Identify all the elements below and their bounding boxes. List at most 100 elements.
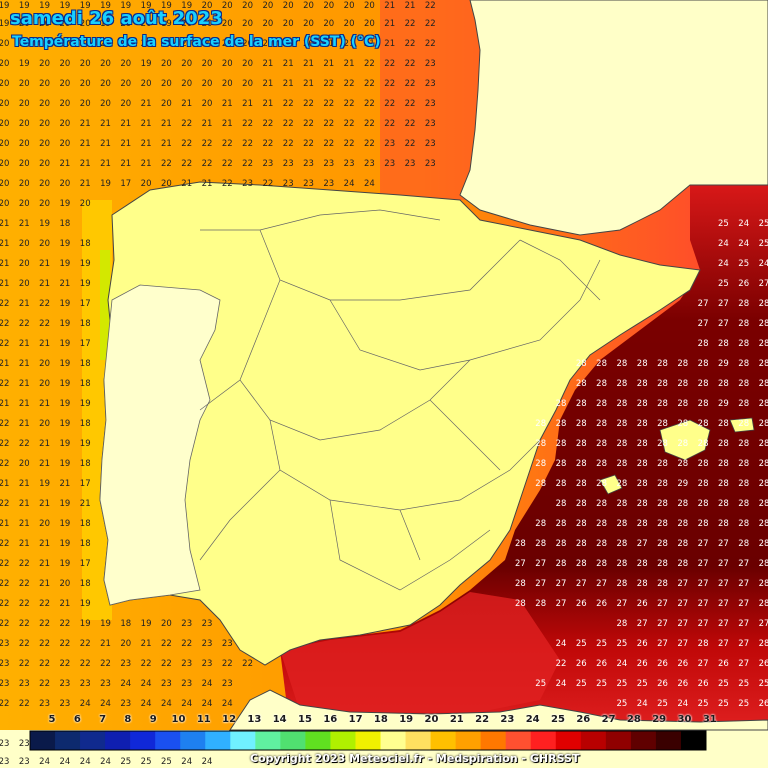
sst-value-med: 28 xyxy=(596,359,607,369)
sst-value-med: 27 xyxy=(698,619,709,629)
sst-value: 24 xyxy=(100,699,111,709)
sst-value: 23 xyxy=(0,659,9,669)
sst-value-med: 28 xyxy=(616,359,627,369)
sst-value: 24 xyxy=(141,679,152,689)
sst-value: 20 xyxy=(262,19,273,29)
legend-swatch xyxy=(580,731,607,750)
sst-value: 17 xyxy=(80,479,91,489)
sst-value-med: 27 xyxy=(637,539,648,549)
sst-value: 21 xyxy=(0,239,9,249)
sst-value: 20 xyxy=(19,259,30,269)
sst-value: 22 xyxy=(344,79,355,89)
sst-value: 22 xyxy=(364,99,375,109)
sst-value-med: 28 xyxy=(657,539,668,549)
sst-value: 19 xyxy=(0,1,9,11)
sst-value: 22 xyxy=(0,379,9,389)
legend-color-bar xyxy=(29,730,707,751)
sst-value-med: 27 xyxy=(738,579,749,589)
sst-value: 22 xyxy=(262,179,273,189)
sst-value: 22 xyxy=(0,339,9,349)
sst-value-med: 28 xyxy=(738,479,749,489)
sst-value-med: 28 xyxy=(718,339,729,349)
sst-value: 21 xyxy=(80,119,91,129)
sst-value: 22 xyxy=(80,659,91,669)
legend-swatch xyxy=(105,731,131,750)
sst-value-med: 28 xyxy=(657,379,668,389)
sst-value: 20 xyxy=(120,79,131,89)
sst-value: 21 xyxy=(19,499,30,509)
sst-value: 21 xyxy=(39,559,50,569)
legend-frame xyxy=(29,730,707,751)
sst-value: 24 xyxy=(120,679,131,689)
sst-value: 22 xyxy=(344,99,355,109)
sst-value: 21 xyxy=(141,159,152,169)
sst-value: 20 xyxy=(39,79,50,89)
sst-value: 20 xyxy=(120,39,131,49)
sst-value: 20 xyxy=(161,99,172,109)
sst-value-med: 28 xyxy=(677,519,688,529)
sst-value-med: 26 xyxy=(759,699,768,709)
sst-value: 21 xyxy=(323,59,334,69)
sst-value: 21 xyxy=(39,339,50,349)
sst-value: 20 xyxy=(80,39,91,49)
sst-value-med: 28 xyxy=(556,479,567,489)
sst-value: 19 xyxy=(59,319,70,329)
sst-value: 20 xyxy=(262,1,273,11)
sst-value: 21 xyxy=(59,279,70,289)
legend-label: 17 xyxy=(348,714,363,725)
sst-value-med: 28 xyxy=(759,499,768,509)
sst-value-med: 28 xyxy=(515,539,526,549)
sst-value-med: 28 xyxy=(616,619,627,629)
sst-value-med: 25 xyxy=(718,219,729,229)
sst-value: 20 xyxy=(19,139,30,149)
sst-value-med: 28 xyxy=(677,399,688,409)
sst-value: 22 xyxy=(39,639,50,649)
sst-value-med: 28 xyxy=(596,479,607,489)
sst-value-med: 24 xyxy=(718,239,729,249)
sst-value: 23 xyxy=(202,659,213,669)
sst-value: 21 xyxy=(80,139,91,149)
sst-value: 20 xyxy=(80,19,91,29)
sst-value-med: 28 xyxy=(576,559,587,569)
sst-value: 21 xyxy=(161,139,172,149)
sst-value-med: 25 xyxy=(718,279,729,289)
sst-value: 18 xyxy=(80,519,91,529)
sst-value: 20 xyxy=(283,19,294,29)
sst-value: 24 xyxy=(181,699,192,709)
sst-value: 18 xyxy=(80,379,91,389)
sst-value: 23 xyxy=(120,699,131,709)
sst-value: 20 xyxy=(0,179,9,189)
legend-swatch xyxy=(630,731,657,750)
sst-value-med: 28 xyxy=(738,439,749,449)
sst-value: 22 xyxy=(161,159,172,169)
sst-value: 22 xyxy=(0,459,9,469)
sst-value: 20 xyxy=(39,39,50,49)
sst-value-med: 28 xyxy=(718,499,729,509)
legend-swatch xyxy=(205,731,231,750)
sst-value: 18 xyxy=(80,419,91,429)
sst-value-med: 28 xyxy=(698,519,709,529)
sst-value-med: 26 xyxy=(596,599,607,609)
sst-value-med: 28 xyxy=(698,359,709,369)
sst-value: 20 xyxy=(344,1,355,11)
sst-value: 22 xyxy=(425,39,436,49)
sst-value-med: 28 xyxy=(576,439,587,449)
sst-value: 24 xyxy=(222,699,233,709)
sst-value: 21 xyxy=(0,479,9,489)
sst-value: 22 xyxy=(222,139,233,149)
sst-value: 22 xyxy=(0,319,9,329)
sst-value: 19 xyxy=(80,399,91,409)
sst-value: 23 xyxy=(364,159,375,169)
sst-value: 20 xyxy=(39,159,50,169)
sst-value: 21 xyxy=(39,499,50,509)
sst-value: 20 xyxy=(242,79,253,89)
sst-value: 22 xyxy=(80,639,91,649)
legend-label: 7 xyxy=(99,714,107,725)
sst-value: 24 xyxy=(181,757,192,767)
sst-value-med: 28 xyxy=(759,539,768,549)
sst-value: 22 xyxy=(303,99,314,109)
sst-value-med: 26 xyxy=(637,659,648,669)
sst-value: 24 xyxy=(59,757,70,767)
sst-value-med: 28 xyxy=(718,479,729,489)
sst-value-med: 26 xyxy=(576,659,587,669)
